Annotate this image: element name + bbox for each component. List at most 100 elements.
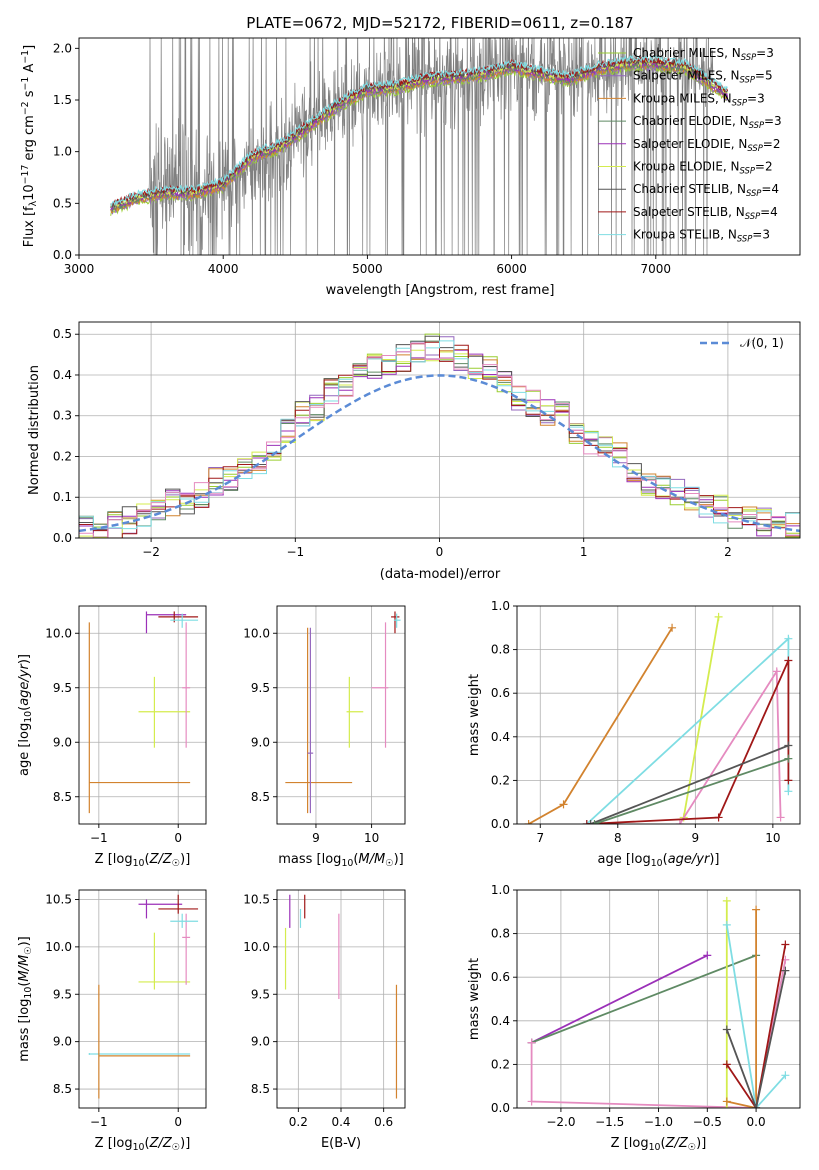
age-vs-z-panel: −1 0 8.5 9.0 9.5 10.0 Z [log10(Z/Z☉)] age [log1…	[17, 605, 207, 869]
weight-vs-z-panel-ylabel: mass weight	[467, 958, 482, 1040]
x-tick-label: 8	[614, 831, 622, 845]
y-tick-label: 9.0	[53, 735, 72, 749]
axes-frame	[516, 889, 801, 1109]
spectrum-ylabel: Flux [fλ10−17 erg cm−2 s−1 A−1]	[20, 45, 39, 247]
weight-line	[586, 660, 790, 824]
x-tick-label: −1.5	[595, 1115, 624, 1129]
weight-marker	[784, 656, 793, 665]
axes-frame	[78, 37, 801, 256]
weight-marker	[524, 820, 533, 824]
y-tick-label: 0.4	[491, 730, 510, 744]
weight-marker	[752, 905, 761, 914]
y-tick-label: 0.2	[491, 773, 510, 787]
weight-vs-age-panel-ylabel: mass weight	[467, 674, 482, 756]
weight-line	[594, 757, 789, 824]
plot-area	[285, 611, 401, 814]
y-tick-label: 0.0	[53, 531, 72, 545]
y-tick-label: 0.2	[491, 1057, 510, 1071]
weight-line	[679, 668, 782, 824]
axes-frame	[276, 605, 406, 825]
legend-label: Kroupa STELIB, NSSP=3	[633, 228, 770, 244]
plot-area	[527, 896, 790, 1108]
y-tick-label: 0.6	[491, 686, 510, 700]
x-tick-label: 10	[364, 831, 379, 845]
y-tick-label: 0.6	[491, 970, 510, 984]
weight-marker	[714, 813, 723, 822]
y-tick-label: 9.0	[251, 1035, 270, 1049]
plot-area	[88, 611, 199, 814]
x-tick-label: 1	[580, 545, 588, 559]
weight-marker	[586, 820, 595, 824]
weight-marker	[722, 896, 731, 905]
weight-marker	[772, 667, 781, 676]
age-vs-mass-panel: 9 10 8.5 9.0 9.5 10.0 mass [log10(M/M☉)]	[243, 605, 406, 869]
y-tick-label: 0.4	[53, 368, 72, 382]
weight-vs-z-panel-xlabel: Z [log10(Z/Z☉)]	[611, 1136, 707, 1153]
age-vs-z-panel-xlabel: Z [log10(Z/Z☉)]	[95, 852, 191, 869]
legend-label: Chabrier ELODIE, NSSP=3	[633, 114, 782, 130]
y-tick-label: 0.8	[491, 927, 510, 941]
weight-marker	[668, 623, 677, 632]
weight-marker	[784, 634, 793, 643]
weight-line	[590, 744, 789, 824]
weight-marker	[776, 813, 785, 822]
model-spectrum	[110, 60, 729, 212]
age-vs-z-panel-ylabel: age [log10(age/yr)]	[17, 654, 34, 776]
y-tick-label: 10.0	[243, 626, 270, 640]
axes-frame	[78, 605, 207, 825]
legend-label: Chabrier MILES, NSSP=3	[633, 46, 774, 62]
mass-vs-z-panel-xlabel: Z [log10(Z/Z☉)]	[95, 1136, 191, 1153]
weight-line	[531, 954, 757, 1044]
x-tick-label: −2.0	[546, 1115, 575, 1129]
model-spectrum	[110, 54, 728, 208]
x-tick-label: −0.5	[693, 1115, 722, 1129]
plot-area	[110, 38, 729, 255]
x-tick-label: 0	[436, 545, 444, 559]
y-tick-label: 9.0	[53, 1035, 72, 1049]
spectrum-title: PLATE=0672, MJD=52172, FIBERID=0611, z=0…	[246, 14, 633, 32]
normal-curve	[79, 374, 800, 533]
y-tick-label: 0.4	[491, 1014, 510, 1028]
x-tick-label: 5000	[352, 262, 383, 276]
axes-frame	[78, 889, 207, 1109]
y-tick-label: 9.5	[53, 681, 72, 695]
x-tick-label: −1	[90, 1115, 108, 1129]
x-tick-label: 6000	[496, 262, 527, 276]
weight-marker	[722, 1060, 731, 1069]
x-tick-label: 0	[174, 831, 182, 845]
x-tick-label: 9	[692, 831, 700, 845]
weight-marker	[582, 820, 591, 824]
spectrum-panel: 3000 4000 5000 6000 7000 0.0 0.5 1.0 1.5 2.0 PLATE…	[20, 14, 801, 298]
y-tick-label: 8.5	[251, 1082, 270, 1096]
axes-frame	[78, 321, 801, 539]
weight-line	[531, 954, 708, 1044]
weight-line	[725, 970, 787, 1108]
legend-label: Kroupa ELODIE, NSSP=2	[633, 160, 773, 176]
x-tick-label: 3000	[64, 262, 95, 276]
weight-marker	[722, 1025, 731, 1034]
y-tick-label: 10.0	[243, 940, 270, 954]
x-tick-label: −2	[142, 545, 160, 559]
weight-line	[725, 924, 787, 1108]
y-tick-label: 1.0	[491, 883, 510, 897]
observed-spectrum	[110, 38, 714, 255]
y-tick-label: 1.0	[491, 599, 510, 613]
weight-line	[530, 959, 787, 1108]
y-tick-label: 1.5	[53, 93, 72, 107]
y-tick-label: 0.2	[53, 449, 72, 463]
y-tick-label: 0.0	[491, 1101, 510, 1115]
plot-area	[79, 333, 800, 538]
residual-panel: −2 −1 0 1 2 0.0 0.1 0.2 0.3 0.4 0.5 (data-model)/er…	[27, 321, 801, 582]
x-tick-label: −1	[90, 831, 108, 845]
y-tick-label: 0.1	[53, 490, 72, 504]
y-tick-label: 9.5	[251, 681, 270, 695]
y-tick-label: 0.5	[53, 196, 72, 210]
residual-histogram	[79, 342, 800, 538]
x-tick-label: −1	[286, 545, 304, 559]
y-tick-label: 1.0	[53, 145, 72, 159]
mass-vs-ebv-panel: 0.2 0.4 0.6 8.5 9.0 9.5 10.0 10.5 E(B-V)	[243, 889, 406, 1151]
weight-line	[726, 909, 757, 1108]
age-vs-mass-panel-xlabel: mass [log10(M/M☉)]	[278, 852, 404, 869]
plot-area	[88, 894, 199, 1099]
